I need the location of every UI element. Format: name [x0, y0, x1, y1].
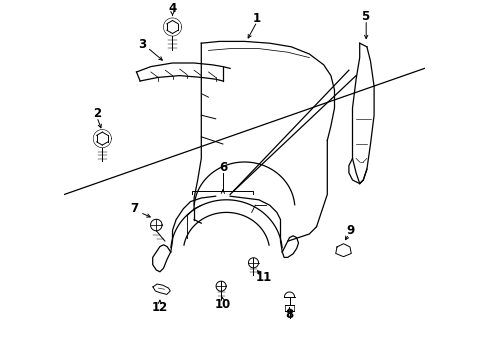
Text: 5: 5: [360, 10, 368, 23]
Text: 4: 4: [168, 3, 176, 15]
Text: 2: 2: [93, 107, 101, 120]
Text: 10: 10: [214, 298, 230, 311]
Text: 9: 9: [346, 224, 354, 237]
Text: 7: 7: [130, 202, 139, 215]
Text: 3: 3: [138, 39, 145, 51]
Text: 1: 1: [252, 12, 261, 24]
Text: 12: 12: [151, 301, 168, 314]
Text: 11: 11: [256, 271, 272, 284]
Text: 6: 6: [218, 161, 226, 174]
Text: 8: 8: [285, 308, 293, 321]
